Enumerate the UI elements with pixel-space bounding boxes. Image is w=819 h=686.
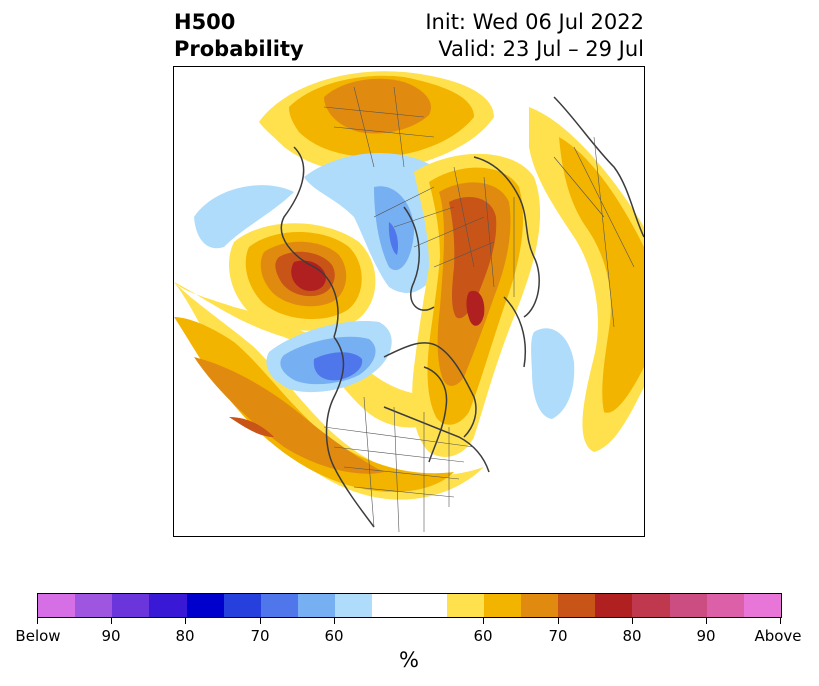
colorbar-tick [111,618,112,624]
colorbar-tick [780,618,781,624]
political-borders [323,86,635,533]
colorbar-label-90-below: 90 [101,627,121,645]
valid-range: Valid: 23 Jul – 29 Jul [438,37,644,61]
colorbar-unit: % [399,648,419,672]
anomaly-arctic-blue3 [388,222,399,255]
colorbar-cell-b80 [149,594,187,617]
colorbar [37,593,782,618]
colorbar-tick [260,618,261,624]
anomaly-atlantic-red [466,290,485,326]
colorbar-label-70-below: 70 [250,627,270,645]
colorbar-cell-a80 [632,594,670,617]
anomaly-arctic-dorange [324,78,432,134]
colorbar-label-60-above: 60 [473,627,493,645]
anomaly-npac-core [229,417,274,437]
anomaly-arctic-blue [304,153,448,293]
colorbar-cell-above [743,594,782,617]
anomaly-npac-orange [174,317,454,492]
anomaly-west-blue [194,185,294,249]
colorbar-tick [37,618,38,624]
colorbar-cell-a75 [595,594,633,617]
date-info: Init: Wed 06 Jul 2022 Valid: 23 Jul – 29… [425,9,644,63]
colorbar-cell-a60 [483,594,522,617]
colorbar-tick [706,618,707,624]
anomaly-atlantic-rorange [449,197,497,319]
colorbar-cell-b60 [298,594,336,617]
colorbar-label-80-above: 80 [622,627,642,645]
map-svg [174,71,644,533]
map-title: H500 Probability [174,9,304,63]
colorbar-label-80-below: 80 [175,627,195,645]
probability-map [173,66,645,537]
colorbar-cell-b85 [112,594,150,617]
colorbar-tick [483,618,484,624]
colorbar-cell-b55 [335,594,373,617]
anomaly-europe-blue [531,328,575,419]
colorbar-cell-a85 [669,594,707,617]
colorbar-cell-b70 [223,594,261,617]
anomaly-europe-orange [559,137,644,413]
colorbar-label-60-below: 60 [324,627,344,645]
init-date: Init: Wed 06 Jul 2022 [425,10,644,34]
colorbar-cell-b75 [186,594,224,617]
colorbar-cell-a90 [706,594,744,617]
colorbar-cell-a55 [446,594,484,617]
colorbar-tick [334,618,335,624]
colorbar-cell-a65 [521,594,559,617]
coastlines [280,96,644,528]
colorbar-cell-below [38,594,76,617]
colorbar-cell-b65 [260,594,299,617]
anomaly-npac-darkorange [194,357,384,474]
colorbar-tick [632,618,633,624]
title-type: Probability [174,37,304,61]
colorbar-cell-neutral [372,594,447,617]
colorbar-label-70-above: 70 [548,627,568,645]
anomaly-canada-blue3 [313,352,363,381]
title-variable: H500 [174,10,236,34]
colorbar-label-above: Above [754,627,802,645]
colorbar-cell-a70 [558,594,596,617]
colorbar-tick [185,618,186,624]
colorbar-label-90-above: 90 [696,627,716,645]
colorbar-tick [558,618,559,624]
colorbar-cell-b90 [75,594,113,617]
colorbar-label-below: Below [15,627,61,645]
